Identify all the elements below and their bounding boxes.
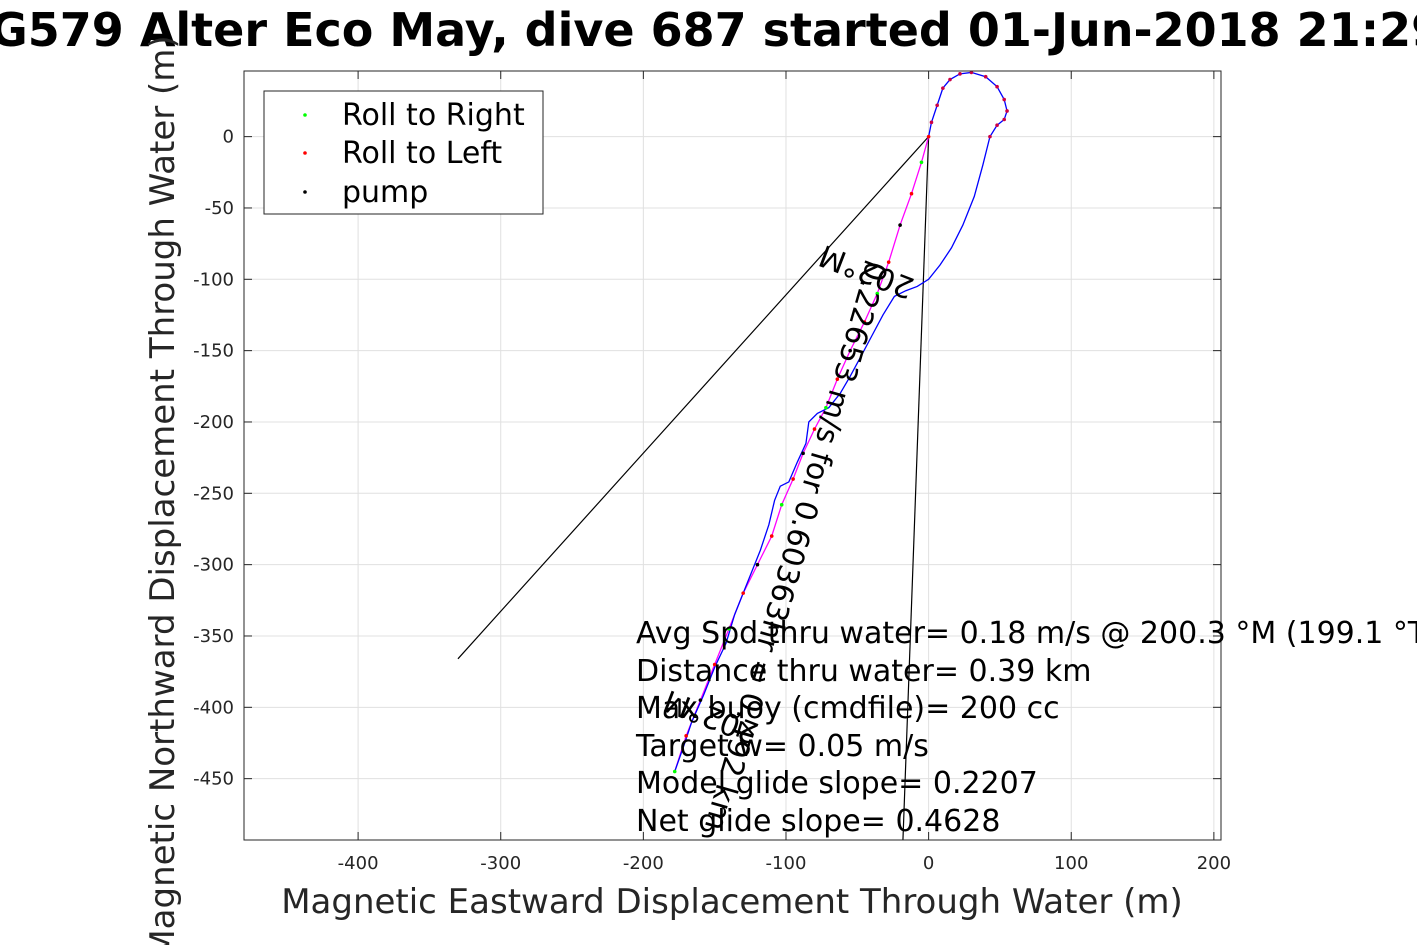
y-tick-label: -50 — [205, 198, 234, 219]
legend: Roll to Right Roll to Left pump — [263, 90, 544, 215]
loop-marker — [929, 120, 934, 125]
track-marker — [791, 477, 795, 481]
track-marker — [862, 320, 867, 324]
x-axis-label: Magnetic Eastward Displacement Through W… — [281, 882, 1183, 922]
y-axis-label: Magnetic Northward Displacement Through … — [143, 35, 183, 945]
loop-marker — [995, 84, 999, 89]
y-tick-label: -300 — [193, 555, 234, 576]
x-tick-label: 100 — [1054, 853, 1088, 874]
legend-marker-pump — [303, 190, 307, 194]
reference-line — [457, 136, 930, 660]
plot-frame — [243, 70, 1222, 841]
stat-distance: Distance thru water= 0.39 km — [636, 654, 1091, 689]
track-marker — [835, 377, 840, 381]
y-tick-label: -150 — [193, 341, 234, 362]
x-tick-label: -300 — [480, 853, 521, 874]
track-marker — [926, 134, 931, 139]
y-tick-label: -250 — [193, 483, 234, 504]
track-line — [674, 136, 930, 772]
legend-label-roll-left: Roll to Left — [342, 136, 502, 171]
y-tick-label: -100 — [193, 269, 234, 290]
track-marker — [755, 562, 760, 567]
stat-avg-speed: Avg Spd thru water= 0.18 m/s @ 200.3 °M … — [636, 616, 1417, 651]
dive-stats: Avg Spd thru water= 0.18 m/s @ 200.3 °M … — [635, 616, 1417, 839]
track-marker — [698, 698, 703, 702]
x-tick-label: -400 — [338, 853, 379, 874]
loop-marker — [958, 72, 962, 76]
loop-marker — [948, 77, 952, 82]
stat-max-buoy: Max buoy (cmdfile)= 200 cc — [636, 691, 1060, 726]
loop-marker — [941, 86, 945, 90]
reference-line — [902, 136, 930, 840]
stat-model-glide: Model glide slope= 0.2207 — [636, 766, 1038, 801]
track-marker — [886, 260, 891, 264]
track-marker — [801, 451, 805, 456]
track-marker — [769, 534, 774, 538]
y-tick-label: -400 — [193, 697, 234, 718]
legend-label-pump: pump — [342, 175, 428, 210]
track-marker — [875, 291, 880, 296]
legend-label-roll-right: Roll to Right — [342, 98, 525, 133]
x-tick-label: 0 — [923, 853, 934, 874]
y-tick-label: 0 — [223, 127, 234, 148]
track-marker — [909, 191, 914, 196]
loop-marker — [1002, 117, 1007, 122]
chart-title: SG579 Alter Eco May, dive 687 started 01… — [0, 3, 1417, 57]
track-series — [674, 71, 1008, 772]
stat-net-glide: Net glide slope= 0.4628 — [636, 804, 1000, 839]
loop-marker — [995, 123, 999, 128]
x-tick-label: -100 — [766, 853, 807, 874]
track-marker — [848, 348, 852, 353]
track-marker — [727, 627, 731, 631]
legend-marker-roll-left — [303, 151, 307, 155]
loop-marker — [988, 134, 992, 139]
loop-marker — [1002, 97, 1007, 102]
loop-marker — [1005, 109, 1009, 113]
track-marker — [712, 662, 717, 667]
track-marker — [919, 160, 924, 165]
x-tick-label: 200 — [1197, 853, 1231, 874]
track-marker — [812, 427, 817, 431]
legend-marker-roll-right — [303, 113, 307, 117]
x-tick-label: -200 — [623, 853, 664, 874]
track-marker — [672, 769, 677, 774]
track-marker — [824, 405, 828, 410]
y-tick-label: -450 — [193, 769, 234, 790]
reference-lines — [457, 136, 930, 840]
track-marker — [741, 591, 745, 595]
track-marker — [684, 734, 688, 738]
legend-box — [263, 90, 544, 215]
stat-target-w: Target w= 0.05 m/s — [635, 729, 929, 764]
loop-marker — [935, 103, 939, 108]
loop-marker — [969, 71, 974, 75]
track-marker — [779, 502, 784, 507]
axis-ticks: -400 -300 -200 -100 0 100 200 0 -50 -100 -150 -200 -… — [193, 71, 1231, 874]
loop-marker — [983, 74, 988, 79]
track-marker — [898, 223, 902, 227]
track-line — [674, 71, 1008, 772]
y-tick-label: -350 — [193, 626, 234, 647]
roll-markers — [672, 71, 1009, 774]
y-tick-label: -200 — [193, 412, 234, 433]
